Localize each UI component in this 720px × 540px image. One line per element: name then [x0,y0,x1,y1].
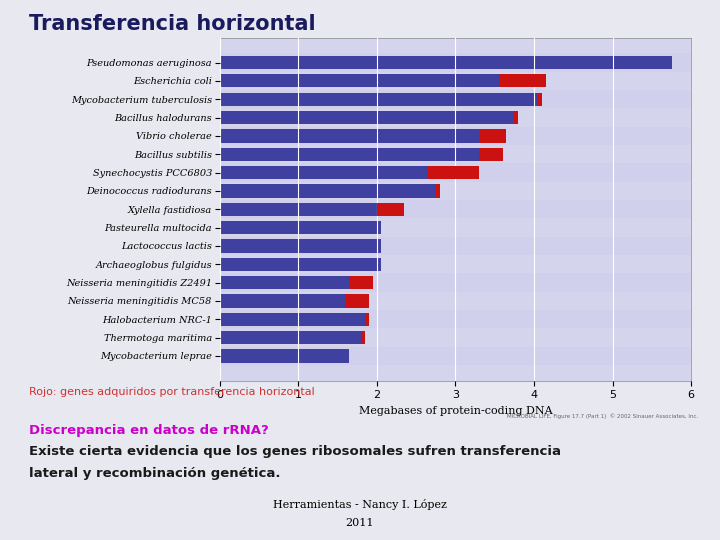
Bar [220,147,479,161]
Bar [220,237,691,255]
Bar [479,147,503,161]
Bar [220,349,349,362]
Bar [220,221,381,234]
Bar [428,166,479,179]
Bar [220,273,691,292]
Text: Existe cierta evidencia que los genes ribosomales sufren transferencia: Existe cierta evidencia que los genes ri… [29,446,561,458]
Bar [220,331,361,344]
Bar [220,93,538,106]
Bar [220,313,365,326]
Bar [479,129,506,143]
Bar [220,164,691,182]
Bar [220,276,349,289]
Bar [220,111,514,124]
Bar [220,239,381,253]
Text: MICROBIAL LIFE, Figure 17.7 (Part 1)  © 2002 Sinauer Associates, Inc.: MICROBIAL LIFE, Figure 17.7 (Part 1) © 2… [507,413,698,418]
Bar [220,166,428,179]
Bar [365,313,369,326]
Bar [220,75,499,87]
Bar [499,75,546,87]
Bar [349,276,373,289]
Bar [220,129,479,143]
Bar [220,294,346,308]
Bar [346,294,369,308]
Text: Rojo: genes adquiridos por transferencia horizontal: Rojo: genes adquiridos por transferencia… [29,387,315,397]
Bar [514,111,518,124]
Bar [220,310,691,328]
Text: Discrepancia en datos de rRNA?: Discrepancia en datos de rRNA? [29,424,269,437]
Bar [220,347,691,365]
Text: 2011: 2011 [346,518,374,529]
Text: lateral y recombinación genética.: lateral y recombinación genética. [29,467,280,480]
Bar [361,331,365,344]
Bar [220,184,436,198]
Bar [538,93,542,106]
Text: Herramientas - Nancy I. López: Herramientas - Nancy I. López [273,500,447,510]
X-axis label: Megabases of protein-coding DNA: Megabases of protein-coding DNA [359,406,552,416]
Bar [220,127,691,145]
Bar [220,200,691,218]
Bar [220,90,691,109]
Bar [377,202,405,216]
Bar [220,258,381,271]
Bar [220,202,377,216]
Bar [436,184,440,198]
Bar [220,53,691,72]
Bar [220,56,672,69]
Text: Transferencia horizontal: Transferencia horizontal [29,14,315,33]
